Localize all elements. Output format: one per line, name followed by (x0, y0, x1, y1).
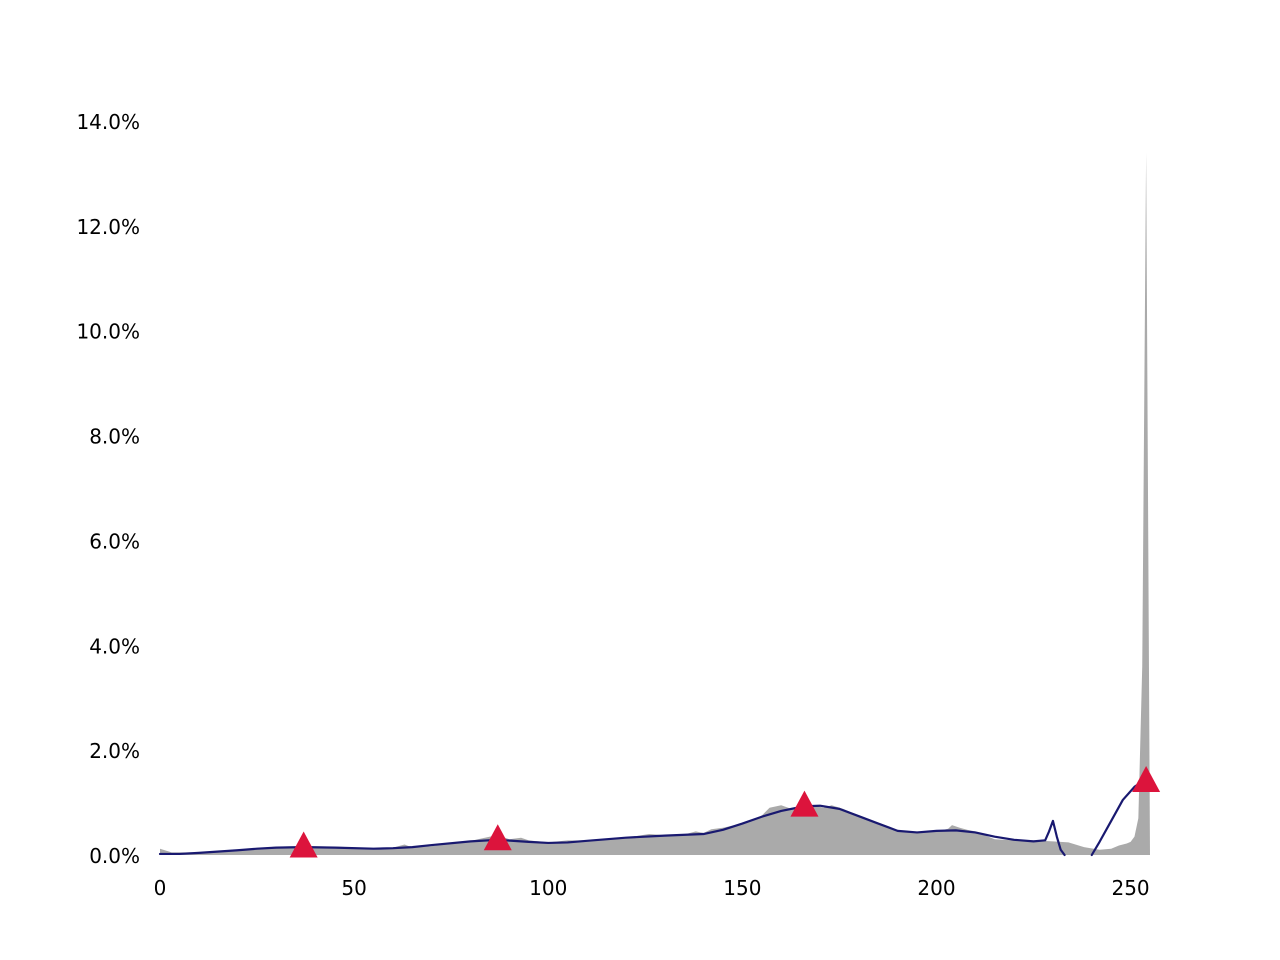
y-tick-label: 2.0% (89, 739, 140, 763)
peak-marker-2 (483, 824, 512, 851)
y-tick-label: 14.0% (76, 110, 140, 134)
y-tick-label: 10.0% (76, 320, 140, 344)
peak-marker-layer (289, 766, 1161, 858)
histogram-area (160, 152, 1150, 855)
x-tick-label: 100 (529, 876, 567, 900)
y-tick-label: 6.0% (89, 529, 140, 553)
y-tick-label: 0.0% (89, 844, 140, 868)
x-tick-label: 200 (917, 876, 955, 900)
x-tick-label: 50 (341, 876, 366, 900)
x-tick-label: 150 (723, 876, 761, 900)
peak-marker-1 (289, 831, 318, 858)
x-tick-label: 0 (154, 876, 167, 900)
histogram-area-layer (160, 152, 1150, 855)
peak-marker-3 (790, 790, 819, 817)
density-line-segment-1 (158, 804, 1066, 857)
peak-marker-4 (1132, 766, 1161, 792)
y-tick-label: 4.0% (89, 634, 140, 658)
y-tick-label: 12.0% (76, 215, 140, 239)
x-axis-tick-labels: 0 50 100 150 200 250 (154, 876, 1150, 900)
y-axis-tick-labels: 0.0% 2.0% 4.0% 6.0% 8.0% 10.0% 12.0% 14.0% (76, 110, 140, 868)
x-tick-label: 250 (1111, 876, 1149, 900)
y-tick-label: 8.0% (89, 425, 140, 449)
